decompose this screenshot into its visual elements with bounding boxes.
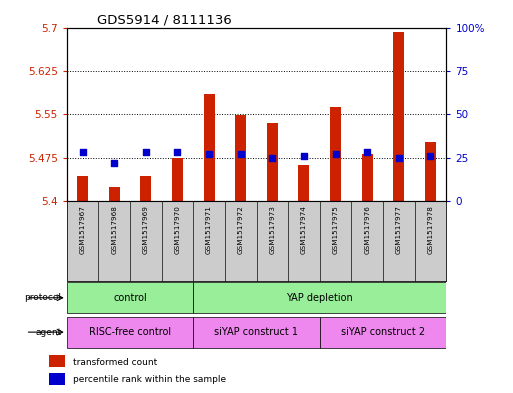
Text: protocol: protocol <box>25 293 62 302</box>
Text: GSM1517973: GSM1517973 <box>269 205 275 254</box>
Text: siYAP construct 2: siYAP construct 2 <box>341 327 425 337</box>
Text: GSM1517972: GSM1517972 <box>238 205 244 254</box>
Bar <box>49 373 65 385</box>
Bar <box>235 116 246 201</box>
Bar <box>299 165 309 201</box>
Bar <box>109 187 120 201</box>
Text: GSM1517977: GSM1517977 <box>396 205 402 254</box>
Bar <box>193 282 446 313</box>
Bar <box>193 201 225 281</box>
Bar <box>130 201 162 281</box>
Point <box>268 154 277 161</box>
Bar <box>67 282 193 313</box>
Bar <box>351 201 383 281</box>
Bar <box>393 32 404 201</box>
Bar <box>415 201 446 281</box>
Bar <box>288 201 320 281</box>
Bar <box>98 201 130 281</box>
Text: GSM1517968: GSM1517968 <box>111 205 117 254</box>
Text: GSM1517975: GSM1517975 <box>332 205 339 254</box>
Text: GSM1517978: GSM1517978 <box>427 205 433 254</box>
Text: GSM1517970: GSM1517970 <box>174 205 181 254</box>
Bar <box>172 158 183 201</box>
Point <box>205 151 213 157</box>
Point <box>300 153 308 159</box>
Text: siYAP construct 1: siYAP construct 1 <box>214 327 299 337</box>
Bar <box>67 317 193 347</box>
Bar <box>320 317 446 347</box>
Point <box>173 149 182 156</box>
Text: GSM1517976: GSM1517976 <box>364 205 370 254</box>
Text: transformed count: transformed count <box>73 358 157 367</box>
Bar <box>383 201 415 281</box>
Bar <box>193 317 320 347</box>
Text: GSM1517967: GSM1517967 <box>80 205 86 254</box>
Point <box>142 149 150 156</box>
Text: RISC-free control: RISC-free control <box>89 327 171 337</box>
Bar <box>362 154 373 201</box>
Point <box>236 151 245 157</box>
Text: GSM1517969: GSM1517969 <box>143 205 149 254</box>
Point <box>426 153 435 159</box>
Bar <box>162 201 193 281</box>
Point <box>394 154 403 161</box>
Text: YAP depletion: YAP depletion <box>286 293 353 303</box>
Bar <box>140 176 151 201</box>
Bar <box>256 201 288 281</box>
Bar <box>225 201 256 281</box>
Point <box>363 149 371 156</box>
Point <box>78 149 87 156</box>
Bar <box>67 201 98 281</box>
Text: GSM1517974: GSM1517974 <box>301 205 307 254</box>
Point <box>110 160 118 166</box>
Bar <box>267 123 278 201</box>
Bar <box>320 201 351 281</box>
Text: GSM1517971: GSM1517971 <box>206 205 212 254</box>
Text: agent: agent <box>35 328 62 337</box>
Bar <box>425 142 436 201</box>
Bar <box>204 94 214 201</box>
Bar <box>49 355 65 367</box>
Text: GDS5914 / 8111136: GDS5914 / 8111136 <box>97 13 232 26</box>
Bar <box>77 176 88 201</box>
Text: percentile rank within the sample: percentile rank within the sample <box>73 375 227 384</box>
Bar <box>330 107 341 201</box>
Point <box>331 151 340 157</box>
Text: control: control <box>113 293 147 303</box>
